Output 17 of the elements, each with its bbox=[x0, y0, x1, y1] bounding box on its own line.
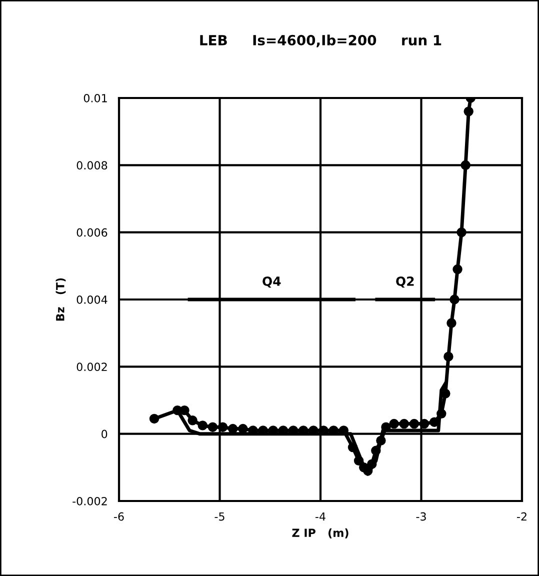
y-tick-label: 0.01 bbox=[84, 94, 107, 102]
y-tick-label: 0 bbox=[102, 430, 108, 438]
x-tick-label: -5 bbox=[214, 512, 224, 521]
x-tick-label: -6 bbox=[114, 512, 124, 521]
y-tick-label: 0.006 bbox=[76, 228, 108, 237]
y-tick-label: 0.004 bbox=[76, 295, 108, 304]
chart-title: LEB Is=4600,Ib=200 run 1 bbox=[200, 34, 442, 48]
x-tick-label: -2 bbox=[517, 512, 526, 521]
x-tick-label: -4 bbox=[316, 512, 326, 521]
y-tick-label: -0.002 bbox=[72, 496, 107, 506]
x-axis-title: Z IP (m) bbox=[292, 528, 348, 538]
series-label: Q4 bbox=[262, 276, 281, 288]
y-axis-title: Bz (T) bbox=[56, 278, 66, 321]
x-tick-label: -3 bbox=[416, 512, 426, 521]
series-label: Q2 bbox=[396, 276, 414, 288]
y-tick-label: 0.008 bbox=[76, 161, 108, 170]
y-tick-label: 0.002 bbox=[76, 362, 107, 372]
